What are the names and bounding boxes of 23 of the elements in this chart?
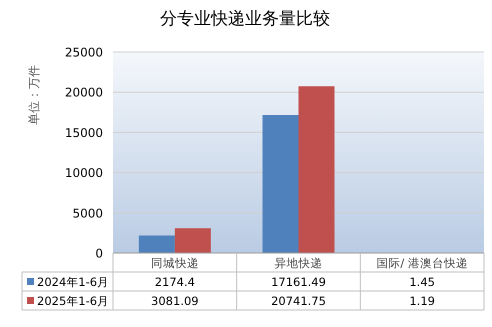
x-tick-label: 异地快递 xyxy=(274,256,322,270)
data-label: 1.19 xyxy=(409,294,435,308)
x-tick-label: 同城快递 xyxy=(150,256,199,270)
data-label: 17161.49 xyxy=(271,275,326,289)
bar xyxy=(262,115,298,253)
bar xyxy=(174,228,211,253)
y-tick-label: 5000 xyxy=(72,206,103,220)
legend-label: 2024年1-6月 xyxy=(37,275,110,289)
bar xyxy=(298,86,334,253)
y-tick-label: 0 xyxy=(95,246,103,260)
y-axis-title: 单位：万件 xyxy=(27,65,41,125)
y-tick-label: 15000 xyxy=(64,126,103,140)
y-tick-label: 10000 xyxy=(64,166,103,180)
data-label: 2174.4 xyxy=(154,275,195,289)
data-label: 1.45 xyxy=(409,275,435,289)
bar xyxy=(138,236,175,253)
x-tick-label: 国际/ 港澳台快递 xyxy=(376,256,468,270)
y-tick-label: 25000 xyxy=(64,46,103,60)
chart-title: 分专业快递业务量比较 xyxy=(160,9,330,29)
legend-label: 2025年1-6月 xyxy=(37,294,110,308)
data-label: 3081.09 xyxy=(151,294,199,308)
data-label: 20741.75 xyxy=(271,294,326,308)
y-tick-label: 20000 xyxy=(64,86,103,100)
